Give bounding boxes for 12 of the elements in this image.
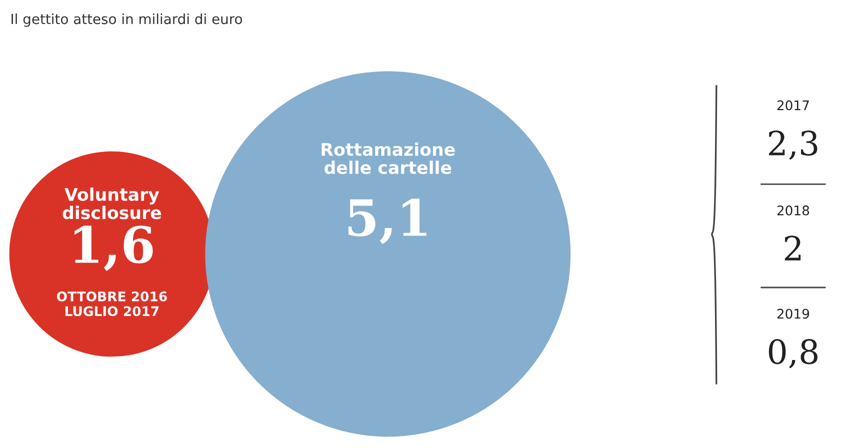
text: OTTOBRE 2016 LUGLIO 2017 xyxy=(56,291,167,316)
data-label: 2,3 xyxy=(768,130,818,160)
data-label: 1,6 xyxy=(74,226,153,271)
category-label: Rottamazione delle cartelle xyxy=(322,142,455,174)
category-label: 2019 xyxy=(777,308,810,319)
data-label: 2 xyxy=(784,236,801,260)
data-label: 5,1 xyxy=(348,198,426,244)
data-label: 0,8 xyxy=(768,338,818,368)
category-label: 2017 xyxy=(777,100,809,110)
category-label: Voluntary disclosure xyxy=(62,188,162,220)
text: Il gettito atteso in miliardi di euro xyxy=(12,13,242,27)
category-label: 2018 xyxy=(777,205,810,216)
